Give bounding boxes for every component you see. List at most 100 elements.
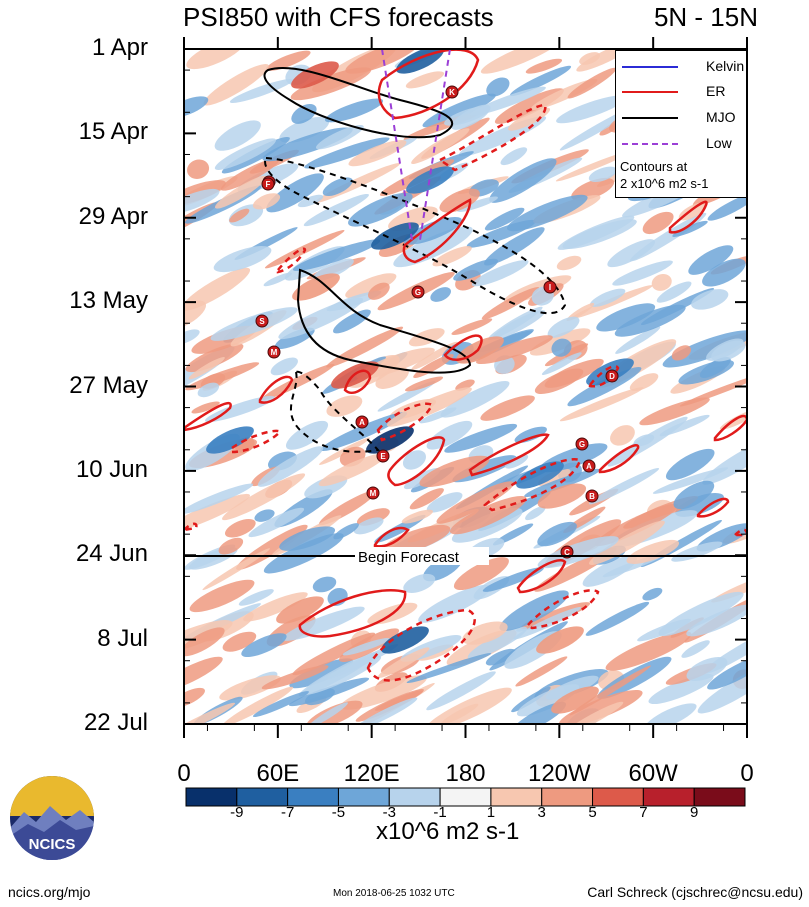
field-patch — [261, 665, 329, 690]
field-patch — [186, 49, 245, 70]
field-patch — [252, 691, 309, 718]
legend-item-kelvin: Kelvin — [620, 57, 744, 77]
field-patch — [406, 653, 492, 684]
legend-item-mjo: MJO — [620, 108, 744, 128]
field-patch — [525, 58, 563, 74]
storm-marker-label: C — [564, 548, 570, 557]
storm-marker-label: F — [266, 180, 271, 189]
field-patch — [322, 177, 353, 197]
field-patch — [292, 239, 381, 271]
chart-region: 5N - 15N — [653, 2, 758, 32]
field-patch — [318, 453, 386, 487]
field-patch — [377, 647, 430, 678]
field-patch — [482, 567, 544, 592]
field-patch — [686, 604, 747, 637]
legend-label: ER — [706, 83, 726, 99]
field-patch — [562, 701, 624, 724]
storm-markers: KEFIGSMAEMGABCD — [255, 85, 619, 559]
contour-line — [668, 200, 708, 234]
x-tick-label: 60W — [628, 760, 678, 787]
field-patch — [279, 526, 336, 551]
footer-timestamp: Mon 2018-06-25 1032 UTC — [333, 888, 455, 899]
field-patch — [515, 656, 568, 687]
logo-emblem: NCICS — [10, 776, 94, 860]
field-patch — [612, 260, 673, 286]
field-patch — [630, 212, 707, 262]
contour-note-1: Contours at — [620, 159, 688, 174]
field-patch — [411, 128, 470, 165]
field-patch — [426, 420, 473, 450]
field-patch — [507, 107, 551, 131]
contour-line — [588, 365, 620, 388]
field-patch — [511, 686, 551, 713]
field-patch — [229, 208, 250, 223]
field-patch — [671, 345, 692, 361]
contour-line — [343, 369, 372, 395]
field-patch — [471, 259, 529, 287]
storm-marker: G — [575, 437, 589, 451]
mountain-icon — [10, 806, 94, 860]
field-patch — [333, 523, 359, 540]
storm-marker-circle — [255, 314, 269, 328]
field-patch — [404, 376, 444, 392]
field-patch — [184, 267, 251, 311]
field-patch — [697, 662, 747, 714]
contour-line — [598, 444, 640, 474]
field-patch — [214, 138, 277, 170]
field-patch — [480, 395, 535, 421]
storm-marker-circle — [366, 486, 380, 500]
field-patch-strong — [551, 686, 599, 714]
field-patch — [485, 648, 516, 666]
field-patch — [318, 490, 377, 526]
field-patch — [342, 638, 390, 656]
field-patch — [537, 483, 587, 509]
storm-marker-label: I — [549, 283, 551, 292]
contour-line — [468, 433, 550, 477]
x-tick-label: 60E — [256, 760, 300, 787]
field-patch — [589, 288, 626, 307]
field-patch — [444, 423, 518, 453]
field-patch — [489, 158, 557, 203]
field-patch — [594, 503, 679, 547]
colorbar-tick-label: 9 — [690, 804, 699, 821]
field-patch — [665, 448, 715, 481]
field-patch — [507, 194, 588, 232]
storm-marker-circle — [582, 459, 596, 473]
field-patch — [678, 359, 734, 385]
legend-item-er: ER — [620, 82, 744, 102]
field-patch — [304, 688, 335, 706]
field-patch — [248, 507, 305, 538]
field-patch — [367, 282, 390, 300]
storm-marker: A — [355, 415, 369, 429]
footer-url[interactable]: ncics.org/mjo — [8, 884, 91, 900]
field-patch — [243, 592, 308, 622]
storm-marker: A — [582, 459, 596, 473]
field-patch — [610, 425, 635, 446]
colorbar-tick-label: 3 — [537, 804, 546, 821]
field-patch — [210, 307, 298, 341]
field-patch — [219, 675, 281, 701]
legend: Kelvin ER MJO Low Contours at 2 x10^6 m2… — [615, 50, 747, 198]
field-patch — [324, 98, 384, 123]
field-patch — [375, 366, 409, 389]
field-patch — [588, 166, 617, 183]
field-patch — [403, 573, 436, 593]
field-patch — [222, 686, 294, 724]
storm-marker-label: K — [449, 88, 455, 97]
storm-marker: S — [255, 314, 269, 328]
field-patch — [614, 304, 686, 337]
field-patch — [642, 211, 674, 235]
field-patch — [436, 481, 514, 524]
field-patch — [263, 533, 344, 574]
field-patch — [509, 65, 572, 97]
field-patch — [451, 318, 493, 336]
field-patch-strong — [206, 426, 254, 454]
field-patch — [261, 363, 335, 400]
field-patch — [547, 316, 580, 338]
field-patch — [402, 450, 426, 470]
field-patch — [297, 194, 324, 208]
field-patch — [184, 188, 220, 215]
contour-line — [387, 436, 446, 487]
field-patch-strong — [536, 626, 584, 654]
field-patch — [439, 188, 480, 213]
